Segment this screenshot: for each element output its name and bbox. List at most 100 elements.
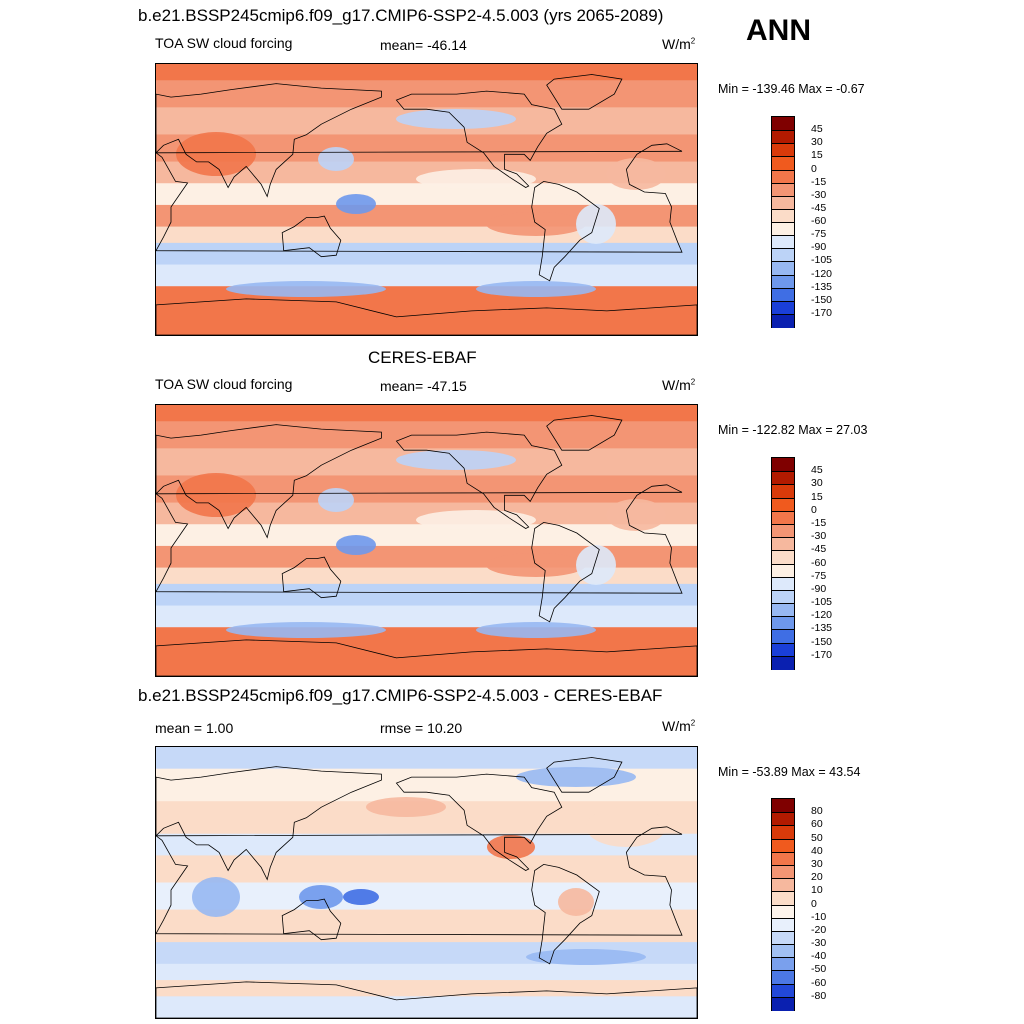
colorbar-segment (772, 917, 794, 932)
field-anomaly (576, 204, 616, 244)
colorbar-segment (772, 510, 794, 525)
field-anomaly (343, 889, 379, 905)
field-band (156, 996, 697, 1018)
coastline (281, 215, 342, 258)
colorbar-tick-label: -75 (811, 228, 827, 241)
coastline (156, 424, 382, 539)
colorbar-segment (772, 563, 794, 578)
coastline (156, 484, 683, 594)
colorbar-tick-label: 0 (811, 162, 817, 175)
panel1-mean: mean= -46.14 (380, 37, 467, 53)
map-field (156, 64, 697, 335)
field-anomaly (486, 212, 586, 236)
field-anomaly (336, 535, 376, 555)
colorbar-segment (772, 537, 794, 551)
colorbar-segment (772, 655, 794, 670)
panel3-units: W/m2 (662, 718, 696, 734)
colorbar-segment (772, 878, 794, 892)
colorbar-segment (772, 523, 794, 538)
colorbar-segment (772, 930, 794, 945)
colorbar-tick-label: 60 (811, 818, 823, 831)
colorbar-tick-label: 40 (811, 844, 823, 857)
colorbar-segment (772, 576, 794, 591)
colorbar-tick-label: -120 (811, 609, 833, 622)
colorbar-tick-label: -30 (811, 188, 827, 201)
field-anomaly (318, 147, 354, 171)
colorbar-tick-label: -105 (811, 596, 833, 609)
field-band (156, 583, 697, 607)
panel3-colorbar (771, 798, 795, 1011)
colorbar-segment (772, 484, 794, 499)
panel2-units: W/m2 (662, 377, 696, 393)
field-anomaly (299, 885, 343, 909)
field-band (156, 882, 697, 911)
colorbar-tick-label: 0 (811, 897, 817, 910)
coastline (531, 180, 600, 282)
colorbar-segment (772, 970, 794, 985)
field-band (156, 405, 697, 423)
panel2-map (155, 404, 698, 677)
field-band (156, 963, 697, 982)
coastline (546, 415, 623, 451)
field-band (156, 567, 697, 585)
panel3-minmax: Min = -53.89 Max = 43.54 (718, 765, 861, 779)
field-band (156, 855, 697, 884)
colorbar-segment (772, 616, 794, 630)
season-label: ANN (746, 14, 811, 47)
colorbar-tick-label: -15 (811, 516, 827, 529)
colorbar-tick-label: 50 (811, 831, 823, 844)
colorbar-segment (772, 497, 794, 512)
field-anomaly (176, 132, 256, 176)
field-band (156, 502, 697, 526)
field-anomaly (606, 158, 666, 190)
panel1-colorbar (771, 116, 795, 328)
colorbar-segment (772, 629, 794, 644)
colorbar-tick-label: 30 (811, 136, 823, 149)
panel1-map (155, 63, 698, 336)
colorbar-segment (772, 838, 794, 853)
field-anomaly (476, 622, 596, 638)
coastline (281, 556, 342, 599)
colorbar-tick-label: -135 (811, 280, 833, 293)
field-anomaly (606, 499, 666, 531)
map-field (156, 405, 697, 676)
colorbar-tick-label: -20 (811, 923, 827, 936)
colorbar-tick-label: -60 (811, 556, 827, 569)
colorbar-tick-label: -135 (811, 622, 833, 635)
colorbar-tick-label: 30 (811, 477, 823, 490)
colorbar-segment (772, 222, 794, 236)
colorbar-segment (772, 550, 794, 564)
colorbar-tick-label: -50 (811, 963, 827, 976)
coastline (156, 766, 382, 881)
panel3-title: b.e21.BSSP245cmip6.f09_g17.CMIP6-SSP2-4.… (138, 686, 663, 705)
field-band (156, 747, 697, 770)
colorbar-segment (772, 208, 794, 223)
colorbar-tick-label: -80 (811, 989, 827, 1002)
colorbar-tick-label: 15 (811, 149, 823, 162)
field-anomaly (366, 797, 446, 817)
coastline (156, 639, 697, 676)
map-field (156, 747, 697, 1018)
colorbar-segment (772, 825, 794, 840)
top-title: b.e21.BSSP245cmip6.f09_g17.CMIP6-SSP2-4.… (138, 6, 664, 25)
colorbar-tick-label: -105 (811, 254, 833, 267)
colorbar-segment (772, 235, 794, 249)
field-anomaly (486, 553, 586, 577)
coastline (546, 757, 623, 793)
field-band (156, 980, 697, 998)
field-anomaly (176, 473, 256, 517)
colorbar-segment (772, 471, 794, 485)
colorbar-tick-label: -75 (811, 569, 827, 582)
colorbar-tick-label: -30 (811, 530, 827, 543)
panel2-minmax: Min = -122.82 Max = 27.03 (718, 423, 868, 437)
colorbar-tick-label: -60 (811, 215, 827, 227)
colorbar-segment (772, 274, 794, 289)
colorbar-segment (772, 589, 794, 604)
colorbar-segment (772, 169, 794, 184)
colorbar-tick-label: 80 (811, 805, 823, 818)
colorbar-segment (772, 143, 794, 157)
coastline (395, 773, 563, 871)
colorbar-tick-label: -10 (811, 910, 827, 923)
colorbar-segment (772, 851, 794, 866)
coastline (531, 521, 600, 623)
